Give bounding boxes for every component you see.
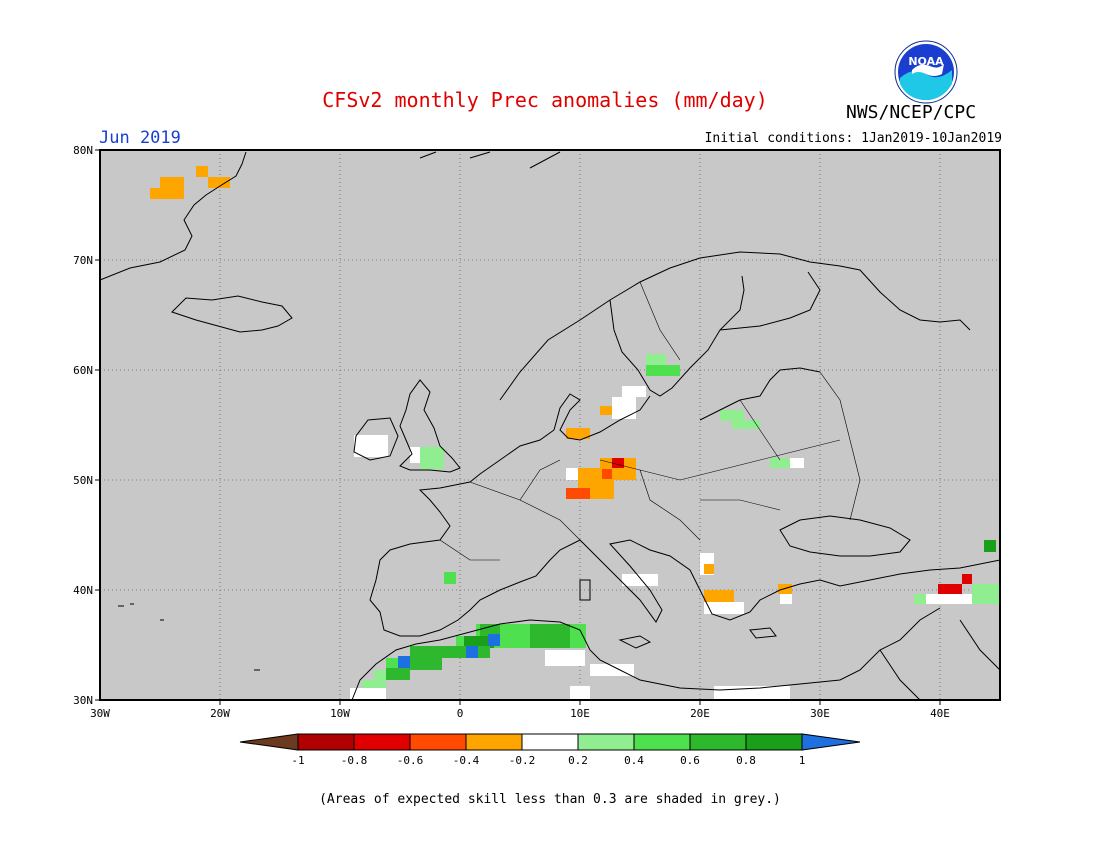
lon-label: 0 [457, 707, 464, 720]
map-background [100, 150, 1000, 700]
colorbar-tick-label: 0.8 [736, 754, 756, 767]
svg-text:NOAA: NOAA [908, 55, 944, 68]
colorbar-tick-label: -0.2 [509, 754, 536, 767]
colorbar-segment [689, 733, 747, 751]
coastlines [99, 151, 1001, 701]
colorbar-tick-label: -0.6 [397, 754, 424, 767]
lon-label: 10E [570, 707, 590, 720]
lon-label: 30E [810, 707, 830, 720]
colorbar-segment [633, 733, 691, 751]
lon-label: 40E [930, 707, 950, 720]
country-borders [439, 281, 861, 561]
initial-conditions: Initial conditions: 1Jan2019-10Jan2019 [704, 131, 1002, 146]
noaa-logo: NOAA [894, 40, 958, 104]
lat-label: 60N [73, 364, 93, 377]
colorbar-tick-label: 1 [799, 754, 806, 767]
lon-label: 10W [330, 707, 350, 720]
colorbar-segment [745, 733, 803, 751]
lat-label: 40N [73, 584, 93, 597]
skill-footnote: (Areas of expected skill less than 0.3 a… [319, 792, 781, 807]
lat-labels: 80N 70N 60N 50N 40N 30N [73, 144, 93, 707]
colorbar-tick-label: -0.4 [453, 754, 480, 767]
colorbar-segment [409, 733, 467, 751]
lat-label: 30N [73, 694, 93, 707]
colorbar-tick-label: 0.6 [680, 754, 700, 767]
colorbar-segment [521, 733, 579, 751]
lon-label: 20E [690, 707, 710, 720]
colorbar-segment [577, 733, 635, 751]
colorbar-segment [353, 733, 411, 751]
colorbar-segment [297, 733, 355, 751]
colorbar-tick-label: -1 [291, 754, 304, 767]
lon-label: 30W [90, 707, 110, 720]
colorbar-tick-label: -0.8 [341, 754, 368, 767]
anomaly-cells [150, 166, 1000, 700]
colorbar-segment [465, 733, 523, 751]
colorbar-tick-label: 0.2 [568, 754, 588, 767]
lat-label: 50N [73, 474, 93, 487]
map-title: CFSv2 monthly Prec anomalies (mm/day) [322, 88, 768, 112]
lon-label: 20W [210, 707, 230, 720]
colorbar-segment [801, 733, 861, 751]
agency-label: NWS/NCEP/CPC [846, 102, 977, 123]
colorbar-legend: -1 -0.8 -0.6 -0.4 -0.2 0.2 0.4 0.6 0.8 1 [239, 733, 861, 767]
lat-label: 80N [73, 144, 93, 157]
lat-label: 70N [73, 254, 93, 267]
lon-labels: 30W 20W 10W 0 10E 20E 30E 40E [90, 707, 950, 720]
colorbar-segment [239, 733, 299, 751]
colorbar-tick-label: 0.4 [624, 754, 644, 767]
map-frame [99, 149, 1001, 701]
axis-ticks [95, 149, 941, 705]
forecast-month: Jun 2019 [99, 128, 181, 148]
